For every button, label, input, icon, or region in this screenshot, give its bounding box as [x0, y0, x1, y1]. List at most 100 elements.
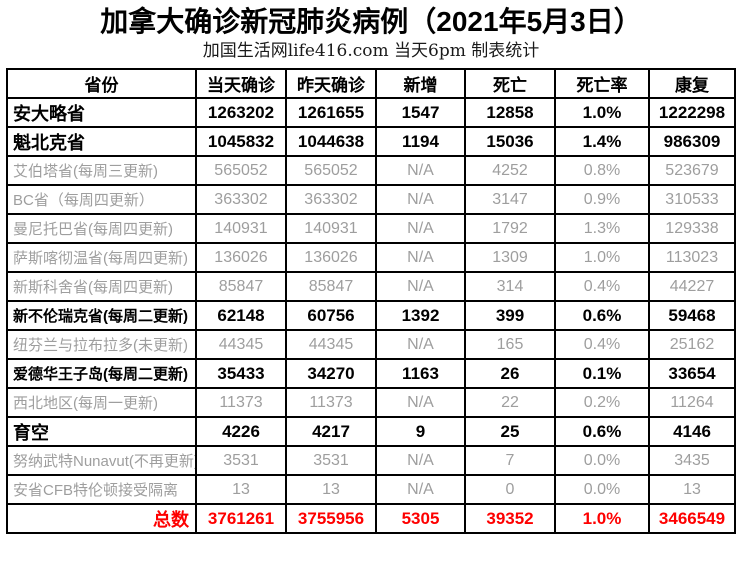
total-cell-label: 总数 — [6, 503, 197, 534]
cell-deaths: 7 — [464, 445, 556, 476]
cell-deaths: 165 — [464, 329, 556, 360]
table-row: 爱德华王子岛(每周二更新) 35433 34270 1163 26 0.1% 33654 — [6, 358, 736, 389]
cell-recovered: 1222298 — [648, 97, 736, 128]
column-header-1: 当天确诊 — [195, 68, 287, 99]
cell-death_rate: 1.3% — [554, 213, 650, 244]
table-row: 魁北克省 1045832 1044638 1194 15036 1.4% 986309 — [6, 126, 736, 157]
cell-deaths: 1309 — [464, 242, 556, 273]
cell-new_cases: 1392 — [375, 300, 466, 331]
cell-today_confirmed: 1045832 — [195, 126, 287, 157]
table-row: 努纳武特Nunavut(不再更新) 3531 3531 N/A 7 0.0% 3435 — [6, 445, 736, 476]
page-subtitle: 加国生活网life416.com 当天6pm 制表统计 — [202, 41, 540, 61]
cell-new_cases: 1547 — [375, 97, 466, 128]
cell-new_cases: 1163 — [375, 358, 466, 389]
cell-today_confirmed: 4226 — [195, 416, 287, 447]
cell-deaths: 399 — [464, 300, 556, 331]
cell-province: 安大略省 — [6, 97, 197, 128]
cell-today_confirmed: 35433 — [195, 358, 287, 389]
cell-province: 艾伯塔省(每周三更新) — [6, 155, 197, 186]
cell-today_confirmed: 62148 — [195, 300, 287, 331]
cell-yesterday_confirmed: 136026 — [285, 242, 377, 273]
column-header-3: 新增 — [375, 68, 466, 99]
cell-today_confirmed: 11373 — [195, 387, 287, 418]
total-cell-today_confirmed: 3761261 — [195, 503, 287, 534]
cell-death_rate: 1.4% — [554, 126, 650, 157]
cell-province: 萨斯喀彻温省(每周四更新) — [6, 242, 197, 273]
cell-recovered: 11264 — [648, 387, 736, 418]
table-row: 艾伯塔省(每周三更新) 565052 565052 N/A 4252 0.8% 523679 — [6, 155, 736, 186]
cell-province: 努纳武特Nunavut(不再更新) — [6, 445, 197, 476]
cell-recovered: 523679 — [648, 155, 736, 186]
table-header-row: 省份 当天确诊 昨天确诊 新增 死亡 死亡率 康复 — [6, 68, 736, 99]
column-header-5: 死亡率 — [554, 68, 650, 99]
cell-deaths: 3147 — [464, 184, 556, 215]
cell-yesterday_confirmed: 140931 — [285, 213, 377, 244]
cell-deaths: 4252 — [464, 155, 556, 186]
cell-province: 爱德华王子岛(每周二更新) — [6, 358, 197, 389]
cell-province: 新不伦瑞克省(每周二更新) — [6, 300, 197, 331]
cell-today_confirmed: 565052 — [195, 155, 287, 186]
cell-deaths: 12858 — [464, 97, 556, 128]
cell-new_cases: N/A — [375, 387, 466, 418]
cell-province: 新斯科舍省(每周四更新) — [6, 271, 197, 302]
cell-recovered: 44227 — [648, 271, 736, 302]
cell-province: 安省CFB特伦顿接受隔离 — [6, 474, 197, 505]
cell-recovered: 113023 — [648, 242, 736, 273]
cell-yesterday_confirmed: 11373 — [285, 387, 377, 418]
column-header-4: 死亡 — [464, 68, 556, 99]
cell-death_rate: 0.9% — [554, 184, 650, 215]
total-cell-recovered: 3466549 — [648, 503, 736, 534]
table-row: BC省（每周四更新） 363302 363302 N/A 3147 0.9% 310533 — [6, 184, 736, 215]
cell-death_rate: 0.6% — [554, 300, 650, 331]
total-cell-yesterday_confirmed: 3755956 — [285, 503, 377, 534]
cell-death_rate: 0.0% — [554, 445, 650, 476]
page-title: 加拿大确诊新冠肺炎病例（2021年5月3日） — [100, 6, 642, 37]
cell-new_cases: 9 — [375, 416, 466, 447]
total-cell-death_rate: 1.0% — [554, 503, 650, 534]
cell-today_confirmed: 44345 — [195, 329, 287, 360]
cell-new_cases: N/A — [375, 184, 466, 215]
table-row: 安省CFB特伦顿接受隔离 13 13 N/A 0 0.0% 13 — [6, 474, 736, 505]
cell-recovered: 129338 — [648, 213, 736, 244]
cell-death_rate: 0.1% — [554, 358, 650, 389]
column-header-0: 省份 — [6, 68, 197, 99]
cell-new_cases: N/A — [375, 242, 466, 273]
cell-deaths: 1792 — [464, 213, 556, 244]
column-header-2: 昨天确诊 — [285, 68, 377, 99]
cell-province: 曼尼托巴省(每周四更新) — [6, 213, 197, 244]
cell-deaths: 25 — [464, 416, 556, 447]
cell-yesterday_confirmed: 3531 — [285, 445, 377, 476]
cell-province: 纽芬兰与拉布拉多(未更新) — [6, 329, 197, 360]
cell-province: BC省（每周四更新） — [6, 184, 197, 215]
total-cell-new_cases: 5305 — [375, 503, 466, 534]
table-row: 新斯科舍省(每周四更新) 85847 85847 N/A 314 0.4% 44227 — [6, 271, 736, 302]
cell-death_rate: 0.6% — [554, 416, 650, 447]
cell-deaths: 314 — [464, 271, 556, 302]
table-row: 新不伦瑞克省(每周二更新) 62148 60756 1392 399 0.6% 59468 — [6, 300, 736, 331]
cell-province: 育空 — [6, 416, 197, 447]
cell-yesterday_confirmed: 1044638 — [285, 126, 377, 157]
cell-death_rate: 0.4% — [554, 271, 650, 302]
table-row: 安大略省 1263202 1261655 1547 12858 1.0% 1222298 — [6, 97, 736, 128]
cell-yesterday_confirmed: 44345 — [285, 329, 377, 360]
cell-yesterday_confirmed: 363302 — [285, 184, 377, 215]
cell-deaths: 15036 — [464, 126, 556, 157]
table-row: 育空 4226 4217 9 25 0.6% 4146 — [6, 416, 736, 447]
table-row: 纽芬兰与拉布拉多(未更新) 44345 44345 N/A 165 0.4% 25162 — [6, 329, 736, 360]
cell-recovered: 4146 — [648, 416, 736, 447]
cell-new_cases: N/A — [375, 329, 466, 360]
cell-yesterday_confirmed: 34270 — [285, 358, 377, 389]
covid-stats-table: 省份 当天确诊 昨天确诊 新增 死亡 死亡率 康复 安大略省 1263202 1261655 15… — [6, 68, 736, 534]
cell-today_confirmed: 136026 — [195, 242, 287, 273]
cell-yesterday_confirmed: 85847 — [285, 271, 377, 302]
cell-new_cases: N/A — [375, 474, 466, 505]
cell-yesterday_confirmed: 1261655 — [285, 97, 377, 128]
page: 加拿大确诊新冠肺炎病例（2021年5月3日） 加国生活网life416.com … — [0, 5, 742, 570]
cell-province: 西北地区(每周一更新) — [6, 387, 197, 418]
table-row: 曼尼托巴省(每周四更新) 140931 140931 N/A 1792 1.3% 12933… — [6, 213, 736, 244]
cell-yesterday_confirmed: 60756 — [285, 300, 377, 331]
cell-death_rate: 1.0% — [554, 97, 650, 128]
cell-death_rate: 1.0% — [554, 242, 650, 273]
cell-death_rate: 0.0% — [554, 474, 650, 505]
cell-recovered: 25162 — [648, 329, 736, 360]
